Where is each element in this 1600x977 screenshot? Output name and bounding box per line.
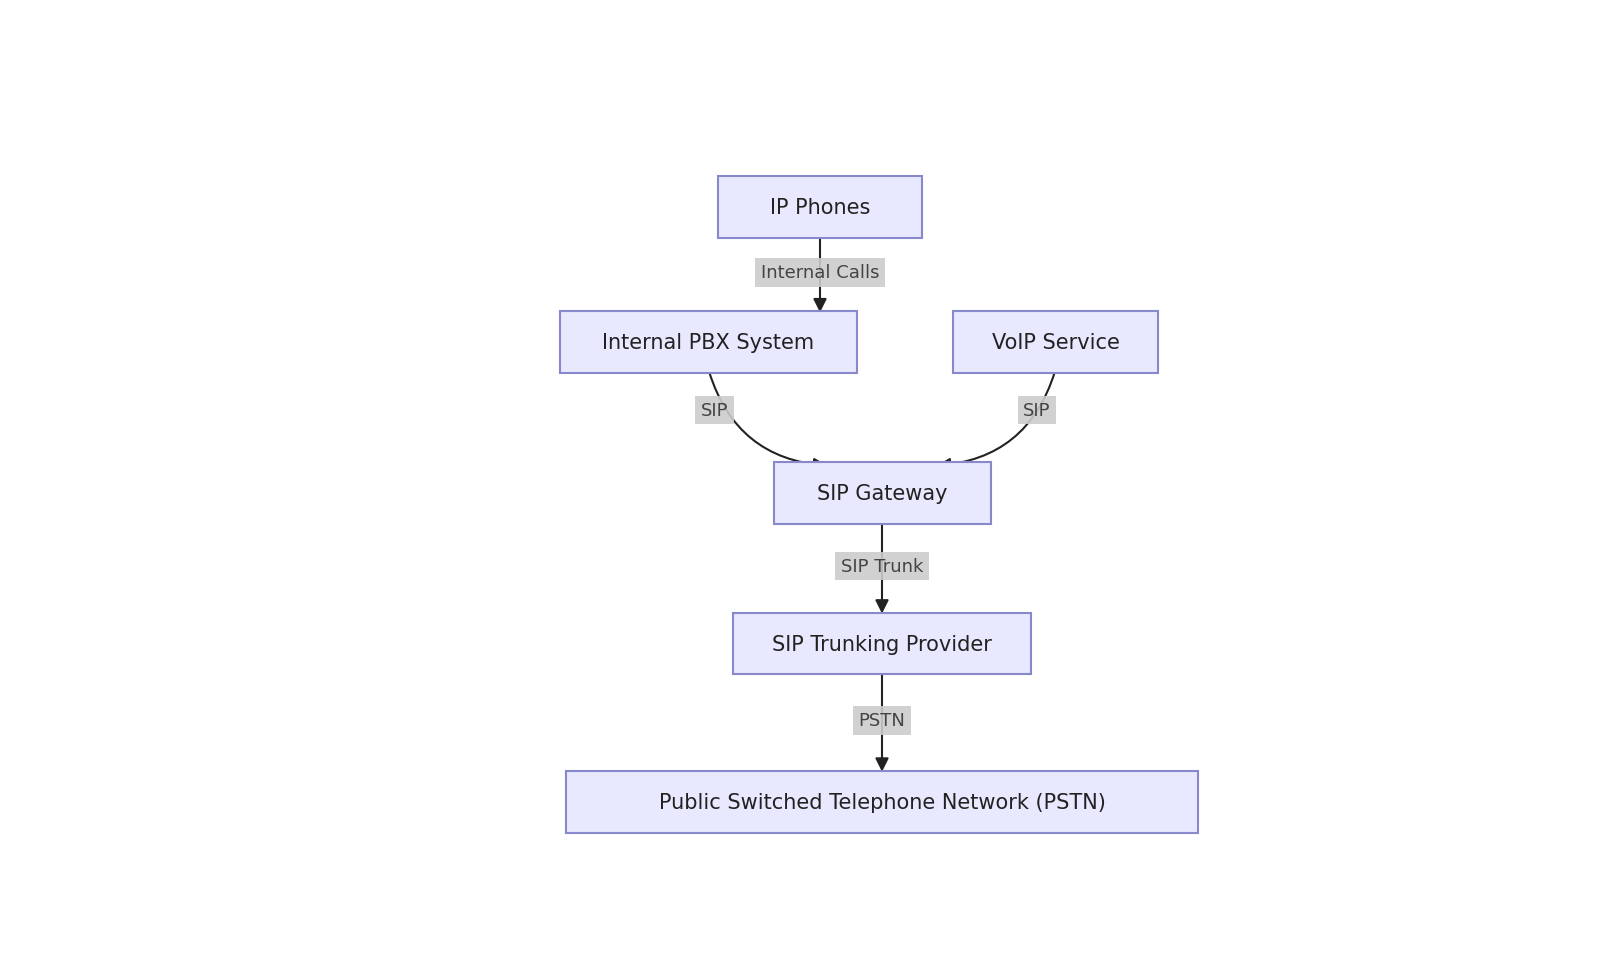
Text: SIP: SIP: [1024, 402, 1051, 420]
FancyBboxPatch shape: [566, 771, 1198, 832]
Text: Internal Calls: Internal Calls: [760, 264, 880, 282]
FancyBboxPatch shape: [954, 312, 1158, 374]
FancyArrowPatch shape: [709, 372, 826, 471]
FancyBboxPatch shape: [733, 613, 1030, 675]
Text: VoIP Service: VoIP Service: [992, 333, 1120, 353]
FancyBboxPatch shape: [718, 177, 922, 238]
Text: Internal PBX System: Internal PBX System: [602, 333, 814, 353]
Text: Public Switched Telephone Network (PSTN): Public Switched Telephone Network (PSTN): [659, 791, 1106, 812]
FancyBboxPatch shape: [773, 462, 990, 525]
Text: SIP Trunking Provider: SIP Trunking Provider: [773, 634, 992, 654]
Text: SIP Gateway: SIP Gateway: [816, 484, 947, 503]
FancyBboxPatch shape: [560, 312, 858, 374]
Text: SIP Trunk: SIP Trunk: [842, 557, 923, 575]
Text: IP Phones: IP Phones: [770, 197, 870, 218]
FancyArrowPatch shape: [939, 372, 1054, 471]
Text: PSTN: PSTN: [859, 711, 906, 730]
Text: SIP: SIP: [701, 402, 728, 420]
